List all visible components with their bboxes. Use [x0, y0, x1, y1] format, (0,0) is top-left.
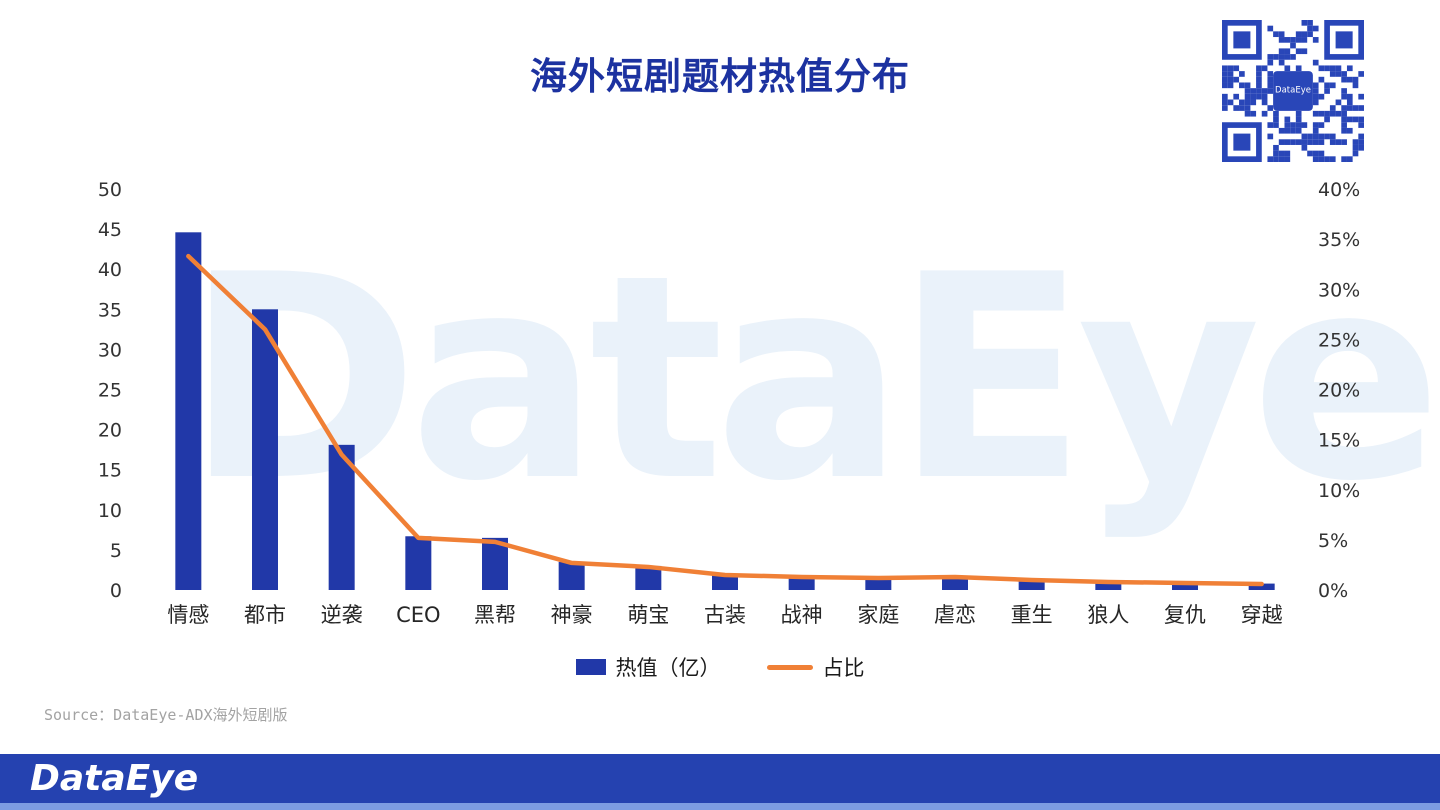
category-label-古装: 古装	[704, 603, 746, 627]
legend-bar-label: 热值（亿）	[615, 656, 721, 680]
bar-古装	[712, 573, 738, 590]
chart: 0 5 10 15 20 25 30 35 40 45 50 0% 5% 10% 15% 20% 25% 30% 3…	[60, 160, 1380, 700]
category-label-黑帮: 黑帮	[474, 603, 516, 627]
left-axis-tick-label: 15	[98, 460, 122, 482]
right-axis-tick-label: 15%	[1318, 430, 1360, 452]
bar-重生	[1018, 579, 1045, 590]
right-axis-tick-label: 0%	[1318, 580, 1348, 602]
right-axis-tick-label: 5%	[1318, 530, 1348, 552]
bar-战神	[788, 576, 815, 590]
line-swatch-icon	[766, 664, 813, 670]
left-axis-tick-label: 35	[98, 299, 122, 321]
bar-家庭	[865, 577, 892, 590]
category-label-虐恋: 虐恋	[934, 603, 976, 627]
category-label-情感: 情感	[167, 603, 209, 627]
right-axis-tick-label: 25%	[1318, 329, 1360, 351]
bar-狼人	[1095, 581, 1122, 590]
category-label-都市: 都市	[244, 603, 286, 627]
bar-情感	[175, 232, 202, 591]
left-axis-tick-label: 10	[98, 500, 122, 522]
right-axis-tick-label: 40%	[1318, 179, 1360, 201]
left-axis-tick-label: 50	[98, 179, 122, 201]
left-axis-tick-label: 25	[98, 380, 122, 402]
right-axis-tick-label: 10%	[1318, 480, 1360, 502]
legend-item-ratio: 占比	[766, 652, 865, 682]
bar-swatch-icon	[575, 659, 606, 675]
category-label-逆袭: 逆袭	[321, 603, 363, 627]
chart-legend: 热值（亿） 占比	[0, 652, 1440, 682]
category-label-CEO: CEO	[396, 603, 440, 627]
category-label-家庭: 家庭	[857, 603, 899, 627]
category-label-战神: 战神	[781, 603, 823, 627]
left-axis-tick-label: 40	[98, 259, 122, 281]
left-axis-tick-label: 0	[110, 580, 122, 602]
legend-line-label: 占比	[822, 656, 865, 680]
dataeye-watermark: DataEye	[185, 214, 1440, 543]
qr-code: DataEye	[1222, 20, 1364, 162]
category-label-狼人: 狼人	[1087, 603, 1129, 627]
left-axis-tick-label: 45	[98, 219, 122, 241]
left-axis-tick-label: 20	[98, 420, 122, 442]
footer-main: DataEye	[0, 754, 1440, 803]
qr-center-label: DataEye	[1275, 86, 1311, 96]
category-label-复仇: 复仇	[1164, 603, 1206, 627]
bar-CEO	[405, 536, 432, 590]
bar-穿越	[1248, 583, 1275, 590]
category-label-萌宝: 萌宝	[627, 603, 669, 627]
left-axis-tick-label: 5	[110, 540, 122, 562]
right-axis-tick-label: 20%	[1318, 380, 1360, 402]
left-axis-tick-label: 30	[98, 339, 122, 361]
page-title: 海外短剧题材热值分布	[530, 55, 910, 98]
bar-复仇	[1172, 582, 1198, 590]
ratio-line	[186, 253, 1264, 587]
qr-code-image: DataEye	[1222, 20, 1364, 162]
bar-逆袭	[328, 444, 355, 590]
footer-bar: DataEye	[0, 754, 1440, 810]
dataeye-logo: DataEye	[30, 758, 199, 799]
category-label-穿越: 穿越	[1241, 603, 1283, 627]
bar-都市	[252, 309, 278, 590]
bar-虐恋	[942, 576, 968, 590]
chart-canvas: 0 5 10 15 20 25 30 35 40 45 50 0% 5% 10% 15% 20% 25% 30% 3…	[98, 179, 1360, 627]
right-axis-tick-label: 30%	[1318, 279, 1360, 301]
footer-accent-strip	[0, 803, 1440, 810]
source-caption: Source：DataEye-ADX海外短剧版	[44, 706, 288, 724]
legend-item-heat: 热值（亿）	[575, 652, 721, 682]
right-axis-tick-label: 35%	[1318, 229, 1360, 251]
category-label-重生: 重生	[1011, 603, 1053, 627]
bar-神豪	[558, 561, 585, 590]
category-label-神豪: 神豪	[551, 603, 593, 627]
